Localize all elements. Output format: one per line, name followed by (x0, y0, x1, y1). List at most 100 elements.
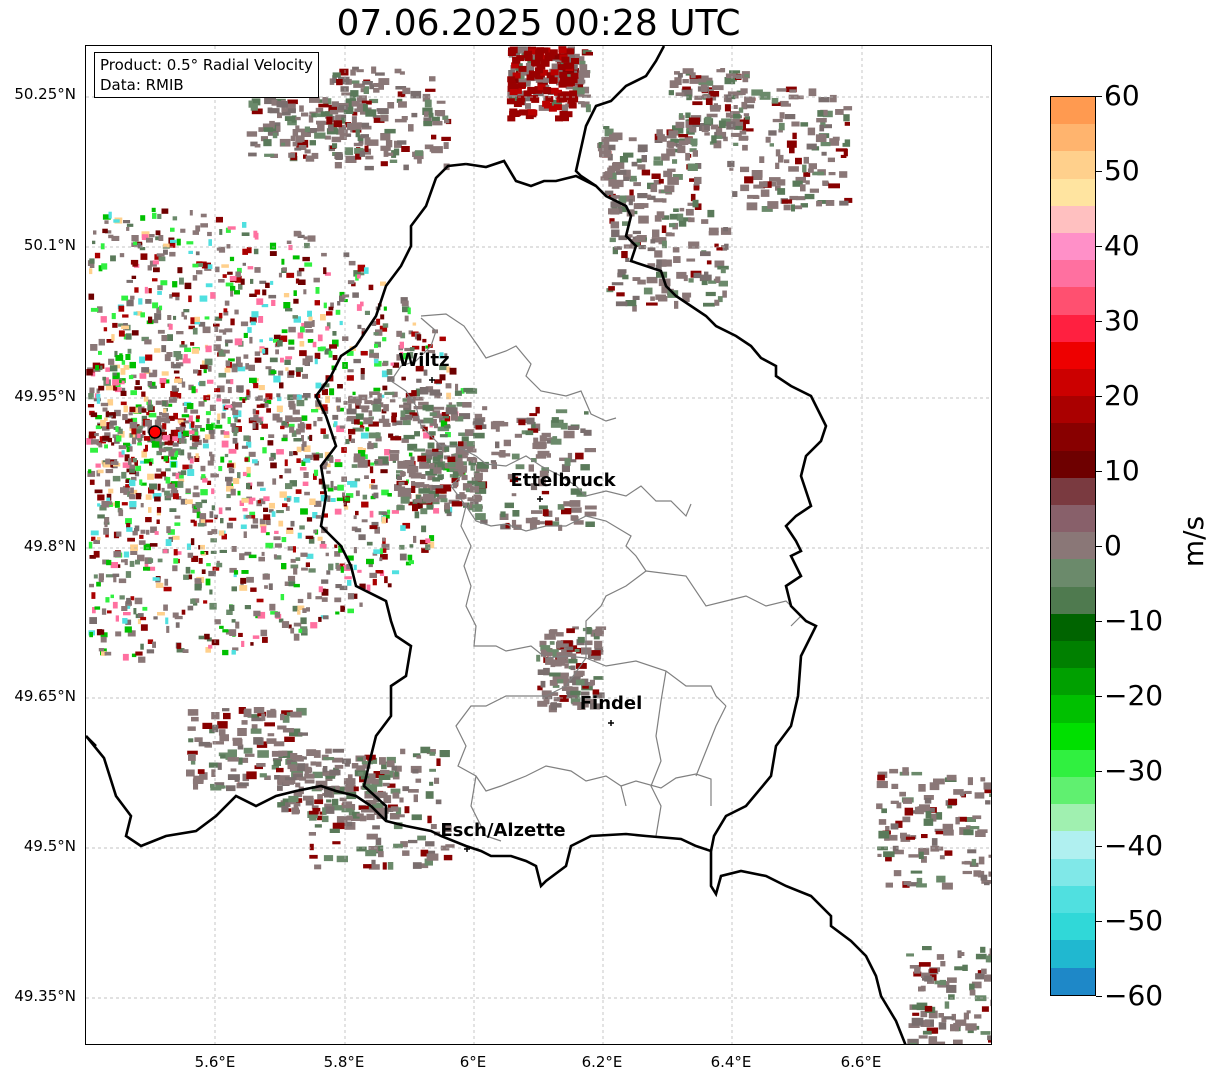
echo-pixel (220, 430, 225, 435)
echo-pixel (439, 365, 448, 371)
echo-pixel (398, 481, 405, 485)
echo-pixel (736, 74, 742, 79)
echo-pixel (157, 285, 163, 291)
echo-pixel (251, 717, 264, 722)
echo-pixel (347, 774, 353, 781)
echo-pixel (356, 69, 364, 73)
echo-pixel (451, 501, 463, 507)
echo-pixel (341, 92, 352, 96)
echo-pixel (369, 510, 374, 518)
echo-pixel (918, 847, 930, 855)
echo-pixel (373, 795, 379, 803)
echo-pixel (166, 446, 173, 451)
echo-pixel (155, 582, 164, 588)
echo-pixel (542, 696, 553, 700)
echo-pixel (118, 330, 125, 337)
echo-pixel (188, 384, 194, 391)
echo-pixel (413, 794, 418, 803)
echo-pixel (192, 230, 199, 235)
echo-pixel (225, 282, 234, 287)
echo-pixel (962, 964, 968, 971)
echo-pixel (112, 601, 118, 609)
echo-pixel (381, 511, 388, 515)
echo-pixel (724, 243, 729, 250)
echo-pixel (115, 615, 119, 622)
echo-pixel (981, 1006, 989, 1012)
echo-pixel (142, 606, 148, 611)
echo-pixel (455, 447, 466, 455)
echo-pixel (261, 713, 266, 721)
echo-pixel (107, 610, 112, 614)
echo-pixel (318, 99, 323, 103)
echo-pixel (258, 316, 264, 323)
echo-pixel (334, 162, 342, 169)
echo-pixel (285, 483, 293, 490)
echo-pixel (475, 513, 486, 521)
echo-pixel (778, 128, 783, 133)
echo-pixel (273, 741, 285, 747)
echo-pixel (290, 417, 298, 423)
echo-pixel (304, 262, 313, 267)
echo-pixel (141, 234, 149, 240)
echo-pixel (452, 471, 459, 479)
echo-pixel (283, 293, 290, 298)
echo-pixel (572, 701, 583, 706)
echo-pixel (357, 324, 362, 329)
echo-pixel (459, 413, 471, 420)
echo-pixel (121, 295, 129, 301)
echo-pixel (232, 427, 239, 434)
echo-pixel (238, 283, 243, 290)
echo-pixel (162, 423, 167, 430)
echo-pixel (123, 490, 128, 495)
echo-pixel (688, 117, 700, 125)
echo-pixel (474, 487, 487, 494)
echo-pixel (378, 851, 384, 858)
echo-pixel (382, 782, 390, 787)
echo-pixel (727, 91, 739, 99)
colorbar-tick-mark (1096, 96, 1102, 97)
colorbar-segment (1051, 151, 1095, 179)
echo-pixel (259, 421, 264, 425)
echo-pixel (729, 167, 734, 171)
echo-pixel (137, 439, 142, 443)
echo-pixel (165, 539, 172, 546)
echo-pixel (579, 60, 586, 66)
echo-pixel (216, 335, 222, 342)
echo-pixel (311, 805, 319, 809)
echo-pixel (198, 401, 205, 407)
echo-pixel (188, 464, 193, 469)
echo-pixel (641, 155, 647, 163)
echo-pixel (742, 77, 749, 83)
echo-pixel (130, 550, 138, 555)
colorbar-segment (1051, 940, 1095, 968)
echo-pixel (570, 665, 576, 671)
echo-pixel (293, 583, 300, 588)
echo-pixel (390, 453, 399, 461)
echo-pixel (579, 64, 588, 73)
echo-pixel (373, 442, 378, 449)
echo-pixel (173, 549, 178, 556)
echo-pixel (375, 570, 384, 574)
echo-pixel (276, 767, 284, 773)
echo-pixel (111, 313, 116, 320)
echo-pixel (310, 761, 317, 766)
echo-pixel (91, 439, 99, 445)
echo-pixel (689, 126, 697, 133)
echo-pixel (217, 385, 225, 393)
echo-pixel (369, 394, 373, 398)
echo-pixel (564, 663, 569, 669)
echo-pixel (768, 130, 777, 136)
echo-pixel (356, 304, 362, 311)
echo-pixel (185, 488, 191, 494)
echo-pixel (301, 567, 308, 571)
echo-pixel (269, 603, 276, 611)
echo-pixel (156, 468, 162, 472)
echo-pixel (339, 797, 347, 802)
echo-pixel (169, 508, 177, 512)
echo-pixel (204, 633, 210, 640)
echo-pixel (540, 645, 551, 652)
echo-pixel (223, 712, 231, 720)
echo-pixel (651, 173, 661, 179)
echo-pixel (121, 325, 129, 330)
echo-pixel (148, 507, 152, 513)
